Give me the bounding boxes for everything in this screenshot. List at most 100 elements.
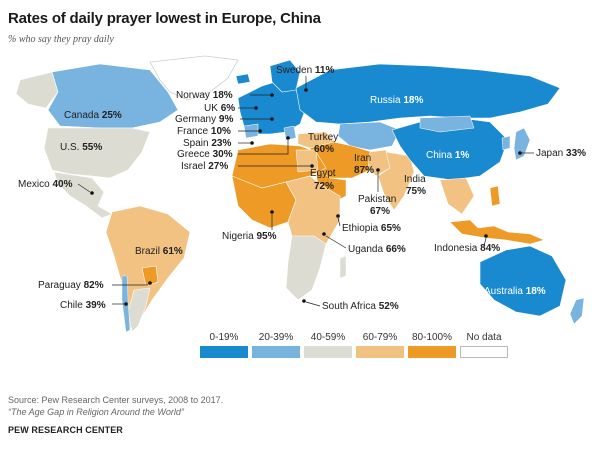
legend-swatch bbox=[252, 346, 300, 358]
marker-norway bbox=[270, 93, 274, 97]
legend-label: 80-100% bbox=[411, 332, 453, 343]
marker-nigeria bbox=[270, 210, 274, 214]
label-spain: Spain 23% bbox=[183, 138, 231, 149]
legend-item-0-19: 0-19% bbox=[200, 332, 248, 358]
leader-south-africa bbox=[305, 301, 321, 307]
pakistan-shape bbox=[367, 149, 391, 177]
label-turkey: Turkey bbox=[308, 132, 338, 143]
leader-greece bbox=[238, 140, 289, 155]
new-zealand-shape bbox=[569, 297, 585, 325]
marker-germany bbox=[270, 117, 274, 121]
legend-swatch bbox=[408, 346, 456, 358]
legend-label: 40-59% bbox=[310, 332, 346, 343]
label-chile: Chile 39% bbox=[60, 300, 106, 311]
scandinavia-shape bbox=[269, 59, 301, 93]
marker-mexico bbox=[90, 191, 94, 195]
marker-japan bbox=[518, 151, 522, 155]
korea-shape bbox=[501, 135, 511, 151]
legend-swatch bbox=[200, 346, 248, 358]
leader-indonesia bbox=[483, 237, 487, 247]
page-title: Rates of daily prayer lowest in Europe, … bbox=[8, 10, 321, 27]
label-sweden: Sweden 11% bbox=[276, 65, 334, 76]
label-indonesia: Indonesia 84% bbox=[434, 243, 500, 254]
label-china: China 1% bbox=[426, 150, 469, 161]
legend-label: 0-19% bbox=[209, 332, 239, 343]
mexico-shape bbox=[53, 171, 113, 219]
greenland-shape bbox=[149, 55, 239, 101]
marker-pakistan bbox=[376, 168, 380, 172]
legend-swatch bbox=[356, 346, 404, 358]
label-india: India bbox=[404, 174, 426, 185]
legend-item-80-100: 80-100% bbox=[408, 332, 456, 358]
marker-south-africa bbox=[302, 299, 306, 303]
marker-sweden bbox=[304, 88, 308, 92]
canada-shape bbox=[47, 63, 179, 129]
mongolia-shape bbox=[419, 115, 475, 133]
marker-france bbox=[258, 129, 262, 133]
legend-item-20-39: 20-39% bbox=[252, 332, 300, 358]
legend-swatch bbox=[304, 346, 352, 358]
source-line: Source: Pew Research Center surveys, 200… bbox=[8, 395, 224, 405]
value-egypt: 72% bbox=[314, 181, 334, 192]
marker-indonesia bbox=[484, 234, 488, 238]
madagascar-shape bbox=[339, 255, 347, 279]
value-iran: 87% bbox=[354, 165, 374, 176]
iceland-shape bbox=[235, 73, 251, 85]
label-israel: Israel 27% bbox=[181, 161, 228, 172]
label-uk: UK 6% bbox=[204, 103, 235, 114]
label-norway: Norway 18% bbox=[176, 90, 233, 101]
us-shape bbox=[43, 127, 151, 179]
philippines-shape bbox=[489, 185, 501, 207]
label-australia: Australia 18% bbox=[484, 286, 546, 297]
label-germany: Germany 9% bbox=[175, 114, 233, 125]
label-egypt: Egypt bbox=[310, 168, 336, 179]
marker-paraguay bbox=[148, 281, 152, 285]
legend-item-60-79: 60-79% bbox=[356, 332, 404, 358]
label-uganda: Uganda 66% bbox=[348, 244, 406, 255]
value-pakistan: 67% bbox=[370, 206, 390, 217]
label-japan: Japan 33% bbox=[536, 148, 586, 159]
label-paraguay: Paraguay 82% bbox=[38, 280, 104, 291]
greece-shape bbox=[283, 125, 297, 141]
label-iran: Iran bbox=[354, 153, 371, 164]
australia-shape bbox=[479, 245, 567, 317]
label-greece: Greece 30% bbox=[177, 149, 233, 160]
legend-swatch bbox=[460, 346, 508, 358]
leader-uganda bbox=[325, 235, 347, 249]
central-asia-shape bbox=[337, 121, 401, 151]
label-pakistan: Pakistan bbox=[358, 194, 396, 205]
label-france: France 10% bbox=[177, 126, 231, 137]
source-note: Source: Pew Research Center surveys, 200… bbox=[8, 394, 223, 418]
marker-spain bbox=[250, 141, 254, 145]
marker-greece bbox=[286, 136, 290, 140]
marker-ethiopia bbox=[336, 214, 340, 218]
leader-ethiopia bbox=[337, 217, 341, 227]
indonesia-shape bbox=[449, 219, 545, 245]
label-south-africa: South Africa 52% bbox=[322, 301, 399, 312]
label-brazil: Brazil 61% bbox=[135, 246, 183, 257]
legend-label: 60-79% bbox=[362, 332, 398, 343]
marker-israel bbox=[310, 164, 314, 168]
japan-shape bbox=[513, 127, 531, 161]
label-russia: Russia 18% bbox=[370, 95, 423, 106]
value-turkey: 60% bbox=[314, 144, 334, 155]
legend-label: No data bbox=[466, 332, 502, 343]
legend-item-no-data: No data bbox=[460, 332, 508, 358]
alaska-shape bbox=[15, 71, 59, 109]
legend-label: 20-39% bbox=[258, 332, 294, 343]
source-report-title: “The Age Gap in Religion Around the Worl… bbox=[8, 407, 184, 417]
label-mexico: Mexico 40% bbox=[18, 179, 73, 190]
paraguay-shape bbox=[141, 265, 159, 287]
label-ethiopia: Ethiopia 65% bbox=[342, 223, 401, 234]
world-map: Sweden 11% Norway 18% UK 6% Germany 9% F… bbox=[15, 55, 586, 333]
marker-chile bbox=[124, 302, 128, 306]
page-subtitle: % who say they pray daily bbox=[8, 34, 114, 45]
leader-mexico bbox=[77, 183, 91, 193]
africa-south-shape bbox=[285, 235, 327, 301]
label-nigeria: Nigeria 95% bbox=[222, 231, 277, 242]
russia-shape bbox=[295, 63, 561, 125]
marker-uk bbox=[254, 106, 258, 110]
value-india: 75% bbox=[406, 186, 426, 197]
southeast-asia-shape bbox=[439, 177, 475, 215]
